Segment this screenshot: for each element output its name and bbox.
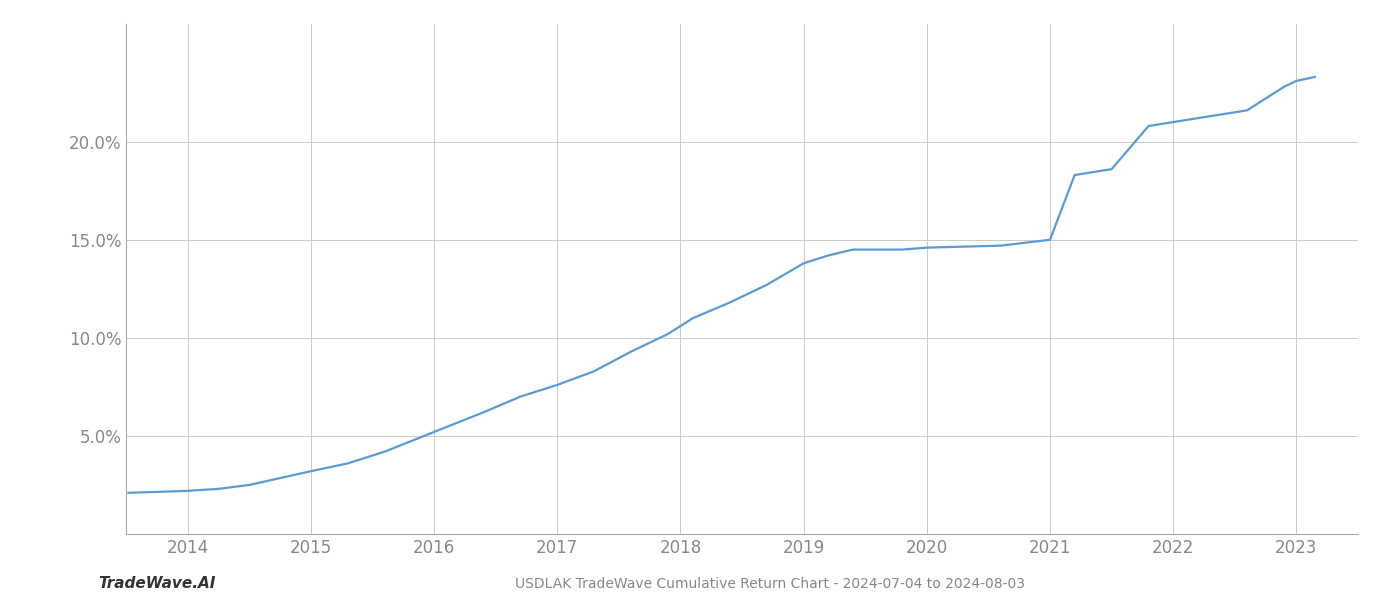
Text: USDLAK TradeWave Cumulative Return Chart - 2024-07-04 to 2024-08-03: USDLAK TradeWave Cumulative Return Chart… [515, 577, 1025, 591]
Text: TradeWave.AI: TradeWave.AI [98, 576, 216, 591]
